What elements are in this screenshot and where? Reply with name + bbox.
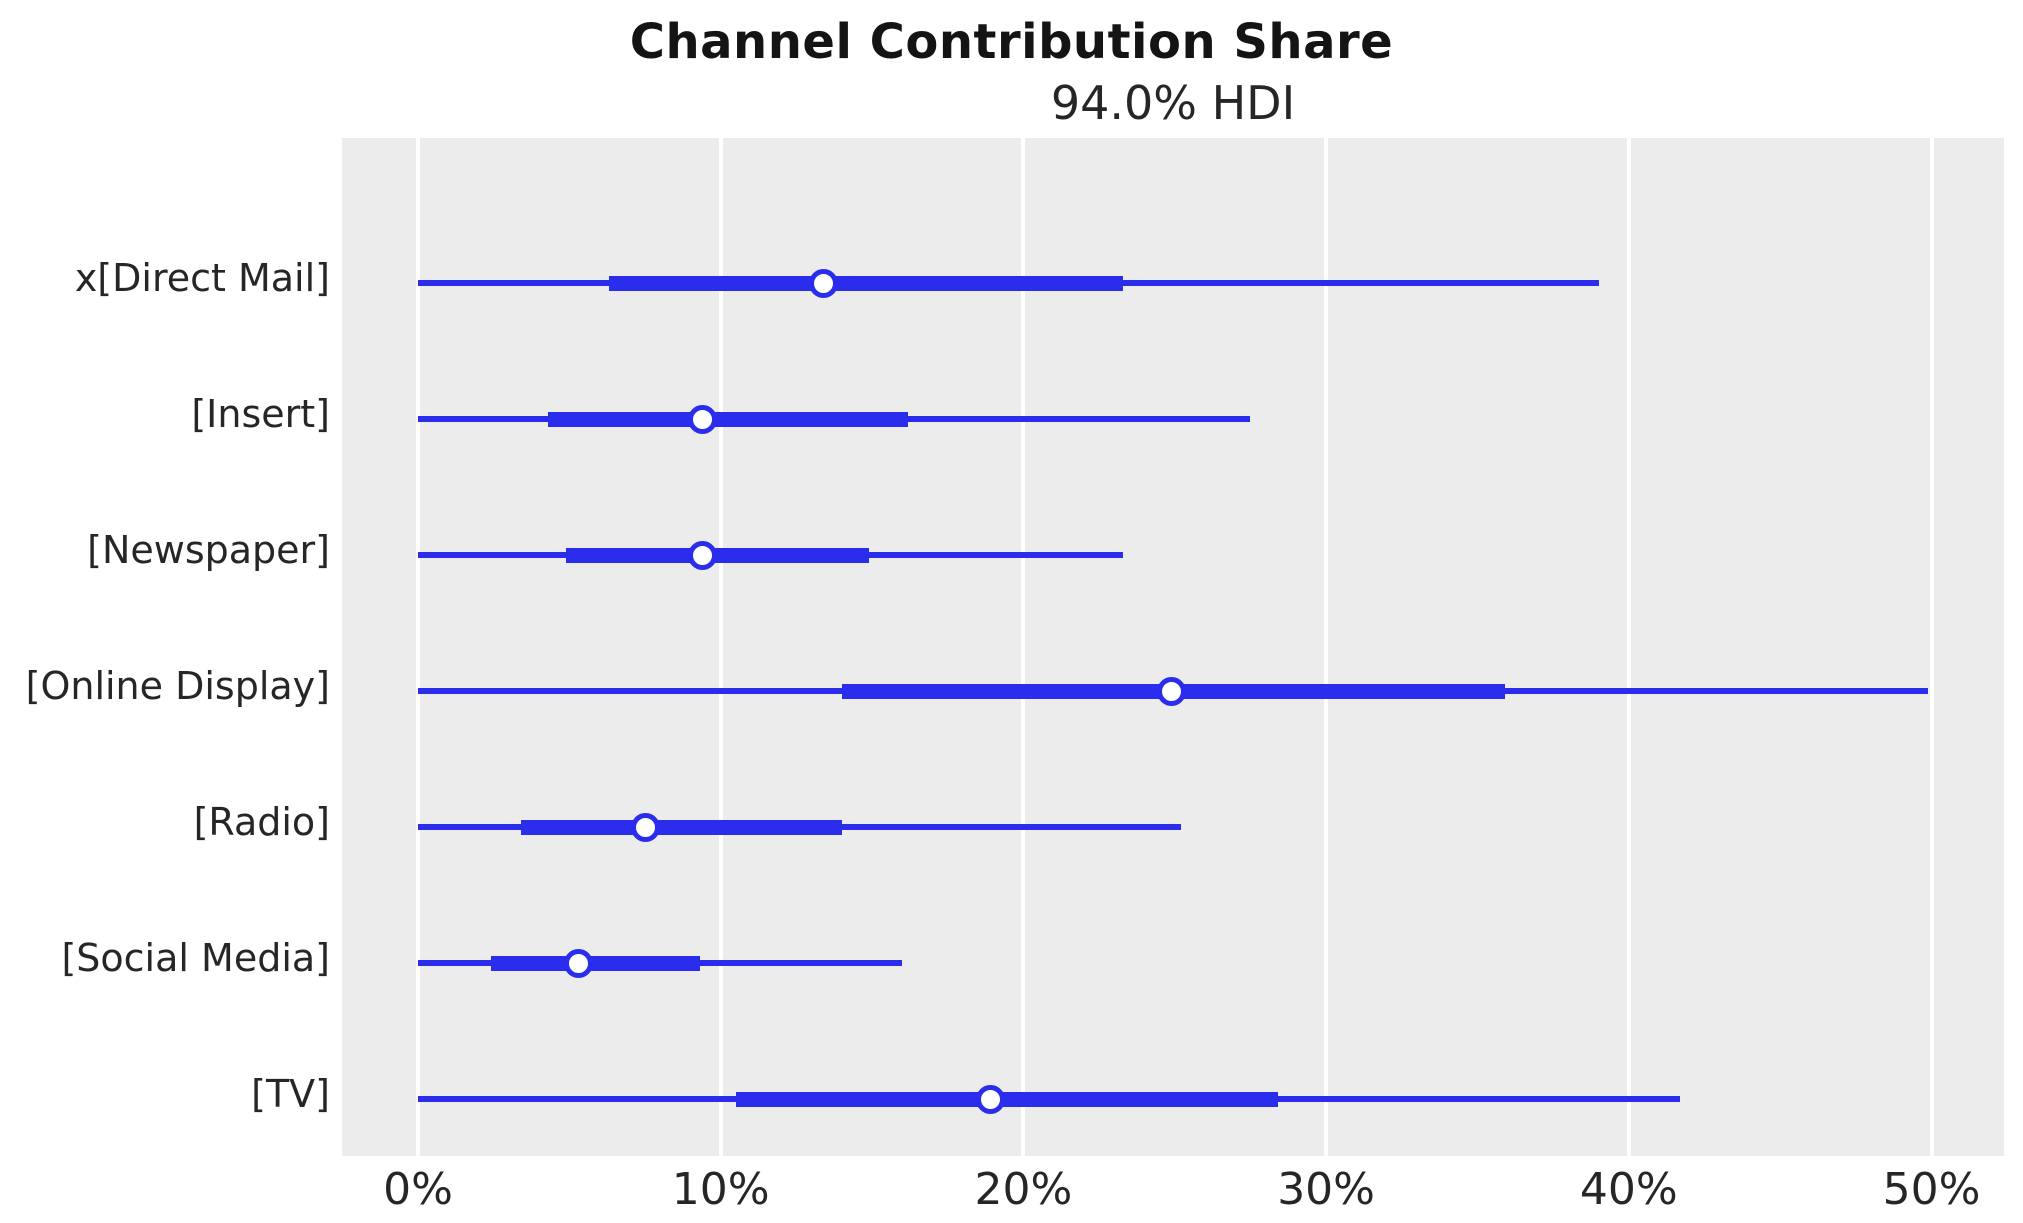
plot-area <box>342 138 2004 1156</box>
grid-line-10 <box>718 138 723 1156</box>
y-axis-label: [Insert] <box>191 392 330 436</box>
quartile-band <box>520 819 842 835</box>
y-axis-label: [Radio] <box>193 800 330 844</box>
quartile-band <box>608 275 1124 291</box>
grid-line-20 <box>1021 138 1026 1156</box>
y-axis-label: [Social Media] <box>61 936 330 980</box>
grid-line-50 <box>1929 138 1934 1156</box>
median-marker <box>688 540 718 570</box>
x-tick-label: 50% <box>1882 1164 1981 1215</box>
quartile-band <box>490 955 700 971</box>
x-tick-label: 20% <box>974 1164 1073 1215</box>
x-tick-label: 30% <box>1277 1164 1375 1215</box>
median-marker <box>563 948 593 978</box>
plot-title: Channel Contribution Share <box>629 14 1394 70</box>
median-marker <box>630 812 660 842</box>
x-tick-label: 10% <box>671 1164 770 1215</box>
quartile-band <box>548 411 909 427</box>
quartile-band <box>735 1091 1278 1107</box>
median-marker <box>809 268 839 298</box>
x-tick-label: 0% <box>383 1164 453 1215</box>
quartile-band <box>566 547 869 563</box>
x-tick-label: 40% <box>1579 1164 1678 1215</box>
plot-subtitle-hdi: 94.0% HDI <box>1050 76 1296 130</box>
y-axis-label: [Online Display] <box>25 664 330 708</box>
y-axis-label: [TV] <box>251 1072 330 1116</box>
grid-line-40 <box>1626 138 1631 1156</box>
grid-line-0 <box>416 138 420 1156</box>
grid-line-30 <box>1324 138 1329 1156</box>
median-marker <box>975 1084 1005 1114</box>
median-marker <box>1157 676 1187 706</box>
y-axis-label: [Newspaper] <box>87 528 330 572</box>
median-marker <box>688 404 718 434</box>
y-axis-label: x[Direct Mail] <box>74 256 330 300</box>
